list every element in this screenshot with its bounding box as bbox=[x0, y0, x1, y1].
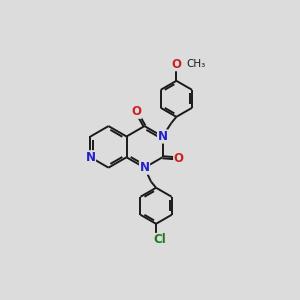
Text: N: N bbox=[140, 161, 149, 174]
Text: O: O bbox=[131, 105, 141, 118]
Text: CH₃: CH₃ bbox=[186, 59, 205, 69]
Text: N: N bbox=[158, 130, 167, 143]
Text: N: N bbox=[85, 151, 95, 164]
Text: Cl: Cl bbox=[153, 233, 166, 247]
Text: O: O bbox=[172, 58, 182, 71]
Text: O: O bbox=[174, 152, 184, 165]
